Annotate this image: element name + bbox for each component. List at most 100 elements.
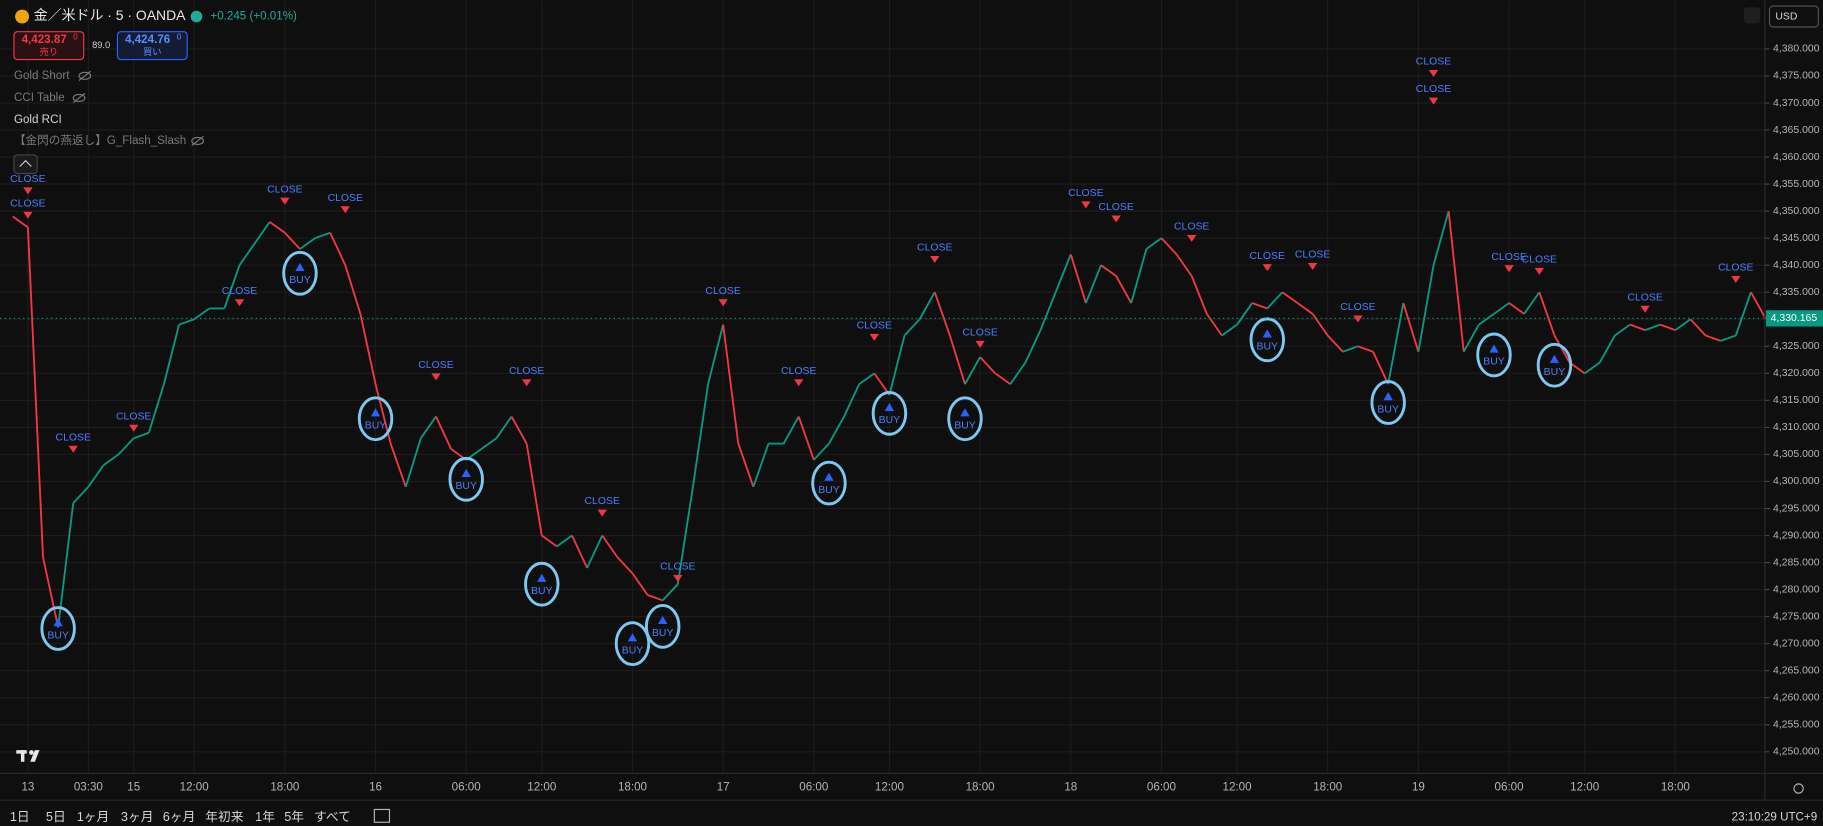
price-segment: [1296, 302, 1314, 315]
buy-label: BUY: [531, 586, 553, 597]
range-button[interactable]: 5年: [284, 809, 304, 824]
close-marker: [1534, 267, 1544, 275]
buy-marker: [658, 615, 668, 625]
x-tick-label: 17: [717, 780, 730, 793]
price-segment: [1115, 275, 1133, 304]
price-segment: [72, 486, 90, 504]
sell-label: 売り: [40, 46, 59, 57]
buy-button[interactable]: [116, 31, 188, 61]
price-segment: [737, 443, 755, 488]
price-segment: [1206, 313, 1223, 337]
price-segment: [329, 232, 347, 266]
price-segment: [1221, 323, 1238, 337]
price-segment: [1614, 323, 1631, 337]
close-label: CLOSE: [917, 243, 952, 254]
y-tick-label: 4,350.000: [1773, 206, 1820, 217]
price-segment: [1100, 264, 1117, 277]
range-button[interactable]: 1年: [255, 809, 275, 824]
price-segment: [1342, 345, 1359, 353]
price-segment: [133, 431, 150, 440]
close-label: CLOSE: [660, 562, 695, 573]
settings-icon[interactable]: [1793, 783, 1804, 794]
price-segment: [1145, 237, 1163, 250]
hide-icons: [72, 70, 205, 147]
range-button[interactable]: 6ヶ月: [163, 809, 196, 824]
axes: 4,250.000 4,255.000 4,260.000 4,265.000 4,27…: [0, 44, 1823, 793]
price-segment: [994, 372, 1011, 385]
y-tick-label: 4,380.000: [1773, 44, 1820, 55]
price-segment: [1553, 335, 1571, 363]
symbol-logo: [15, 9, 30, 24]
spread: 89.0: [92, 40, 110, 50]
close-label: CLOSE: [1340, 302, 1375, 313]
sell-button[interactable]: [13, 31, 85, 61]
indicator[interactable]: CCI Table: [14, 91, 65, 104]
calendar-icon[interactable]: [373, 808, 391, 823]
range-button[interactable]: 年初来: [205, 809, 244, 824]
collapse-button[interactable]: [13, 154, 38, 175]
buy-label: BUY: [1544, 367, 1566, 378]
y-tick-label: 4,315.000: [1773, 395, 1820, 406]
buy-marker: [53, 618, 63, 627]
close-marker: [930, 256, 940, 264]
close-label: CLOSE: [56, 432, 91, 443]
indicator[interactable]: Gold RCI: [14, 113, 62, 126]
symbol-title[interactable]: 金／米ドル · 5 · OANDA: [34, 7, 186, 23]
price-segment: [1251, 302, 1268, 310]
price-segment: [1387, 302, 1405, 385]
price-segment: [314, 231, 331, 240]
indicator[interactable]: Gold Short: [14, 69, 70, 82]
price-segment: [752, 443, 770, 488]
price-segment: [42, 556, 60, 628]
price-segment: [1054, 254, 1072, 293]
y-tick-label: 4,370.000: [1773, 98, 1820, 109]
buy-label: BUY: [1377, 404, 1399, 415]
price-segment: [813, 442, 830, 461]
x-tick-label: 06:00: [452, 780, 481, 793]
settings-button[interactable]: [1743, 7, 1761, 24]
price-segment: [147, 383, 165, 434]
x-tick-label: 06:00: [1147, 780, 1176, 793]
price-segment: [404, 437, 422, 488]
price-segment: [1674, 318, 1692, 331]
currency-button[interactable]: [1768, 5, 1819, 28]
close-label: CLOSE: [962, 328, 997, 339]
x-tick-label: 13: [21, 780, 34, 793]
price-segment: [495, 416, 513, 439]
price-segment: [1357, 345, 1374, 353]
close-marker: [129, 424, 139, 432]
buy-marker: [824, 472, 834, 481]
price-segment: [964, 356, 981, 385]
buy-label: BUY: [47, 630, 69, 641]
price-segment: [1069, 254, 1087, 304]
close-label: CLOSE: [1098, 202, 1133, 213]
close-marker: [340, 206, 350, 214]
range-button[interactable]: 3ヶ月: [121, 809, 154, 824]
last-price-label: 4,330.165: [1771, 313, 1818, 324]
close-label: CLOSE: [857, 321, 892, 332]
price-segment: [1009, 361, 1027, 385]
price-segment: [828, 416, 845, 445]
range-button[interactable]: 1ヶ月: [77, 809, 110, 824]
y-tick-label: 4,250.000: [1773, 747, 1820, 758]
price-segment: [1584, 361, 1601, 375]
range-button[interactable]: 5日: [46, 809, 66, 824]
price-segment: [163, 324, 180, 385]
close-marker: [1307, 263, 1318, 271]
range-button[interactable]: 1日: [10, 809, 30, 824]
close-marker: [23, 211, 33, 219]
close-label: CLOSE: [1250, 251, 1285, 262]
range-button[interactable]: すべて: [314, 809, 351, 824]
close-label: CLOSE: [509, 366, 544, 377]
buy-label: BUY: [652, 628, 674, 639]
close-label: CLOSE: [10, 198, 45, 209]
price-segment: [1327, 334, 1344, 353]
close-marker: [280, 197, 290, 205]
close-label: CLOSE: [705, 286, 740, 297]
close-marker: [597, 509, 607, 517]
close-label: CLOSE: [1295, 250, 1330, 261]
y-tick-label: 4,340.000: [1773, 260, 1820, 271]
indicator[interactable]: 【金閃の燕返し】G_Flash_Slash: [14, 133, 186, 147]
y-tick-label: 4,270.000: [1773, 638, 1820, 649]
price-segment: [616, 556, 634, 575]
